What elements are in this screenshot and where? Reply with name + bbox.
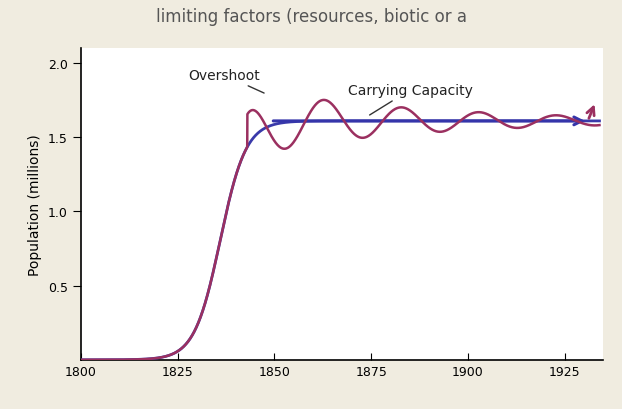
Text: Overshoot: Overshoot (188, 69, 264, 94)
Text: limiting factors (resources, biotic or a: limiting factors (resources, biotic or a (156, 8, 466, 26)
Text: Carrying Capacity: Carrying Capacity (348, 83, 473, 116)
Y-axis label: Population (millions): Population (millions) (28, 134, 42, 275)
